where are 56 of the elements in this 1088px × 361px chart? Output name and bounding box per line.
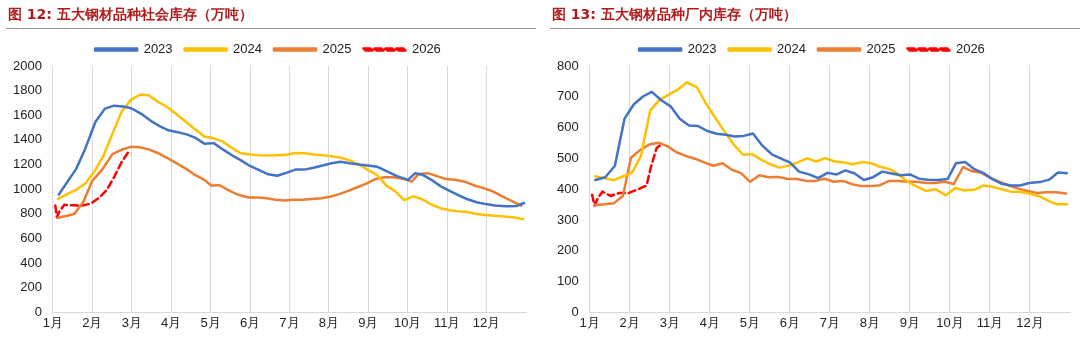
x-tick-label: 7月 xyxy=(279,314,300,330)
line-series xyxy=(54,150,130,219)
x-tick-label: 6月 xyxy=(779,314,800,330)
x-tick-label: 1月 xyxy=(579,314,600,330)
x-tick-label: 8月 xyxy=(859,314,880,330)
line-series xyxy=(590,142,663,207)
y-tick-label: 0 xyxy=(34,303,42,319)
x-tick-label: 12月 xyxy=(1016,314,1044,330)
y-tick-label: 0 xyxy=(571,303,579,319)
x-tick-label: 3月 xyxy=(121,314,142,330)
y-tick-label: 700 xyxy=(556,88,579,104)
x-tick-label: 4月 xyxy=(161,314,182,330)
x-tick-label: 10月 xyxy=(394,314,422,330)
y-tick-label: 200 xyxy=(556,242,579,258)
x-tick-label: 6月 xyxy=(239,314,261,330)
x-tick-label: 7月 xyxy=(819,314,840,330)
legend-label: 2026 xyxy=(955,41,985,57)
y-tick-label: 1200 xyxy=(13,156,42,172)
legend-label: 2026 xyxy=(411,41,441,57)
y-tick-label: 1000 xyxy=(13,180,42,196)
y-tick-label: 400 xyxy=(20,254,42,270)
x-tick-label: 9月 xyxy=(899,314,921,330)
y-tick-label: 2000 xyxy=(13,57,42,73)
x-tick-label: 2月 xyxy=(82,314,103,330)
y-tick-label: 100 xyxy=(556,273,579,289)
legend-label: 2023 xyxy=(143,41,173,57)
x-tick-label: 4月 xyxy=(699,314,720,330)
y-tick-label: 600 xyxy=(20,230,42,246)
x-tick-label: 5月 xyxy=(739,314,760,330)
y-tick-label: 400 xyxy=(556,180,579,196)
y-tick-label: 1800 xyxy=(13,82,42,98)
x-tick-label: 8月 xyxy=(318,314,339,330)
y-tick-label: 800 xyxy=(20,205,42,221)
legend-label: 2024 xyxy=(777,41,806,57)
legend-label: 2025 xyxy=(866,41,896,57)
legend-label: 2024 xyxy=(233,41,262,57)
x-tick-label: 12月 xyxy=(472,314,501,330)
x-tick-label: 11月 xyxy=(976,314,1004,330)
y-tick-label: 500 xyxy=(556,149,579,165)
x-tick-label: 9月 xyxy=(358,314,379,330)
x-tick-label: 10月 xyxy=(936,314,964,330)
x-tick-label: 2月 xyxy=(619,314,640,330)
legend-label: 2023 xyxy=(687,41,717,57)
x-tick-label: 3月 xyxy=(659,314,680,330)
y-tick-label: 1400 xyxy=(13,131,42,147)
legend-label: 2025 xyxy=(322,41,352,57)
x-tick-label: 11月 xyxy=(433,314,461,330)
x-tick-label: 5月 xyxy=(200,314,221,330)
x-tick-label: 1月 xyxy=(42,314,64,330)
y-tick-label: 200 xyxy=(20,279,42,295)
y-tick-label: 600 xyxy=(556,119,579,135)
y-tick-label: 1600 xyxy=(13,106,42,122)
y-tick-label: 800 xyxy=(556,57,579,73)
chart-title: 图 13: 五大钢材品种厂内库存（万吨） xyxy=(550,4,1080,29)
chart-title: 图 12: 五大钢材品种社会库存（万吨） xyxy=(6,4,536,29)
y-tick-label: 300 xyxy=(556,211,579,227)
